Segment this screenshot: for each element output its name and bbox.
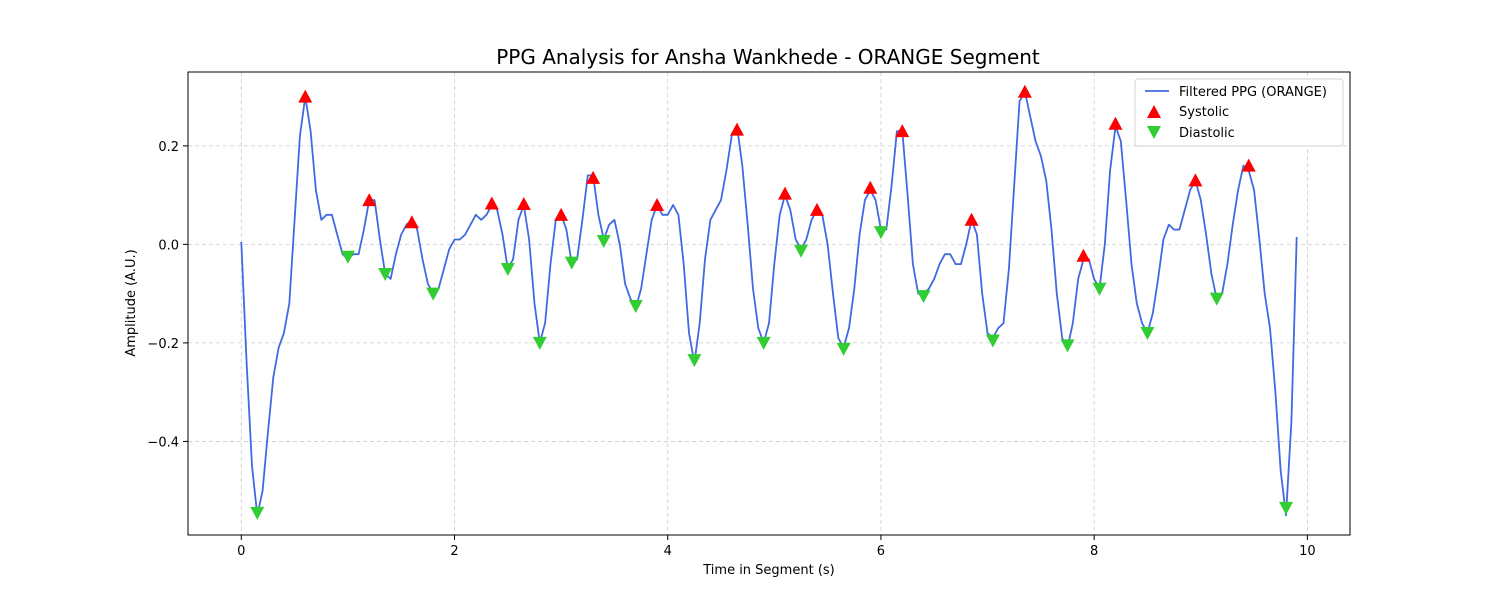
diastolic-marker bbox=[916, 290, 931, 304]
x-tick-label: 4 bbox=[664, 544, 672, 559]
systolic-marker bbox=[650, 197, 665, 211]
x-tick-label: 0 bbox=[237, 544, 245, 559]
systolic-marker bbox=[809, 202, 824, 216]
systolic-marker bbox=[362, 193, 377, 207]
diastolic-marker bbox=[596, 234, 611, 248]
y-tick-label: −0.2 bbox=[147, 337, 179, 352]
ppg-signal-line bbox=[240, 90, 1298, 517]
diastolic-marker bbox=[836, 342, 851, 356]
chart-title: PPG Analysis for Ansha Wankhede - ORANGE… bbox=[496, 45, 1040, 69]
diastolic-marker bbox=[687, 354, 702, 368]
diastolic-marker bbox=[250, 506, 265, 520]
diastolic-marker bbox=[1092, 282, 1107, 296]
systolic-marker bbox=[516, 197, 531, 211]
legend: Filtered PPG (ORANGE) Systolic Diastolic bbox=[1134, 78, 1344, 147]
diastolic-marker bbox=[378, 267, 393, 281]
plot-frame bbox=[187, 71, 1351, 536]
systolic-marker bbox=[298, 89, 313, 103]
diastolic-marker bbox=[532, 336, 547, 350]
legend-systolic-marker bbox=[1147, 105, 1161, 118]
diastolic-marker bbox=[564, 256, 579, 270]
diastolic-marker bbox=[628, 299, 643, 313]
systolic-marker bbox=[964, 212, 979, 226]
systolic-marker bbox=[1076, 248, 1091, 262]
systolic-marker bbox=[1241, 158, 1256, 172]
y-tick-label: 0.2 bbox=[158, 140, 179, 155]
systolic-marker bbox=[777, 186, 792, 200]
diastolic-marker bbox=[340, 250, 355, 264]
systolic-marker bbox=[554, 207, 569, 221]
y-axis-label: Amplitude (A.U.) bbox=[124, 249, 139, 356]
x-tick-label: 2 bbox=[450, 544, 458, 559]
y-tick-label: −0.4 bbox=[147, 435, 179, 450]
diastolic-marker bbox=[1140, 327, 1155, 341]
systolic-marker bbox=[586, 170, 601, 184]
series-layer bbox=[240, 84, 1298, 520]
systolic-marker bbox=[1188, 173, 1203, 187]
systolic-marker bbox=[730, 122, 745, 136]
systolic-marker bbox=[1017, 84, 1032, 98]
x-tick-label: 10 bbox=[1299, 544, 1316, 559]
x-axis-label: Time in Segment (s) bbox=[702, 563, 834, 578]
diastolic-marker bbox=[1060, 339, 1075, 353]
x-tick-label: 6 bbox=[877, 544, 885, 559]
legend-label-systolic: Systolic bbox=[1179, 105, 1229, 120]
diastolic-marker bbox=[426, 287, 441, 301]
x-tick-label: 8 bbox=[1090, 544, 1098, 559]
diastolic-marker bbox=[873, 226, 888, 240]
diastolic-marker bbox=[985, 334, 1000, 348]
diastolic-marker bbox=[1209, 292, 1224, 306]
ticks-layer: 0 2 4 6 8 10 −0.4 −0.2 0.0 0.2 bbox=[147, 140, 1315, 559]
y-tick-label: 0.0 bbox=[158, 238, 179, 253]
legend-label-diastolic: Diastolic bbox=[1179, 126, 1235, 141]
diastolic-marker bbox=[793, 244, 808, 258]
systolic-marker bbox=[484, 196, 499, 210]
systolic-marker bbox=[863, 180, 878, 194]
legend-diastolic-marker bbox=[1147, 126, 1161, 139]
legend-label-ppg: Filtered PPG (ORANGE) bbox=[1179, 85, 1327, 100]
diastolic-marker bbox=[1279, 501, 1294, 515]
systolic-marker bbox=[404, 215, 419, 229]
systolic-marker bbox=[1108, 116, 1123, 130]
systolic-marker bbox=[895, 124, 910, 138]
diastolic-marker bbox=[500, 263, 515, 277]
diastolic-marker bbox=[756, 336, 771, 350]
legend-frame bbox=[1134, 78, 1344, 147]
